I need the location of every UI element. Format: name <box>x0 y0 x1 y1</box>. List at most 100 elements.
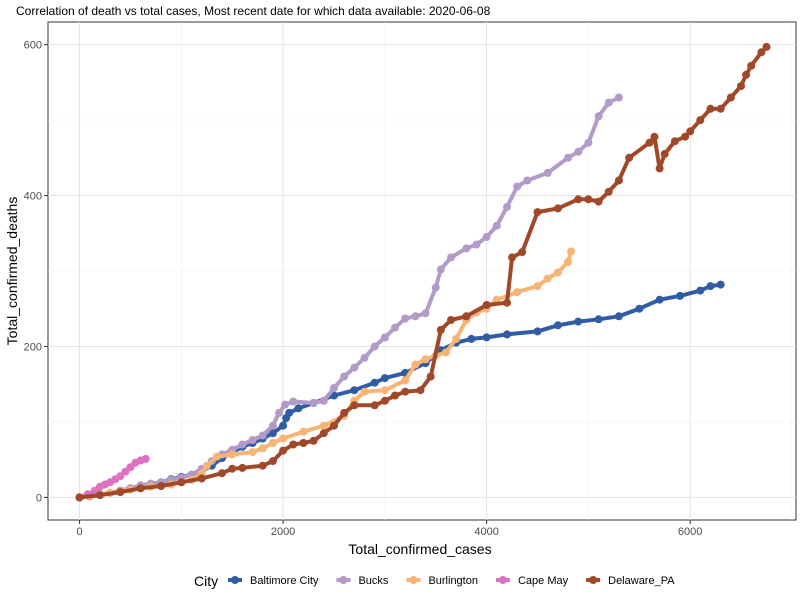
data-point-delaware-pa <box>518 248 527 257</box>
data-point-burlington <box>553 268 562 277</box>
data-point-delaware-pa <box>670 137 679 146</box>
data-point-burlington <box>411 360 420 369</box>
data-point-burlington <box>258 444 267 453</box>
data-point-bucks <box>289 397 298 406</box>
data-point-bucks <box>431 283 440 292</box>
data-point-delaware-pa <box>391 391 399 400</box>
data-point-baltimore-city <box>370 378 379 387</box>
data-point-bucks <box>238 440 247 449</box>
data-point-delaware-pa <box>279 446 288 455</box>
data-point-burlington <box>228 450 237 459</box>
data-point-delaware-pa <box>447 316 455 324</box>
data-point-delaware-pa <box>696 116 705 125</box>
data-point-delaware-pa <box>228 464 237 473</box>
data-point-delaware-pa <box>625 153 634 162</box>
data-point-delaware-pa <box>258 461 267 470</box>
data-point-delaware-pa <box>330 421 338 430</box>
data-point-bucks <box>401 314 410 323</box>
data-point-delaware-pa <box>533 208 542 217</box>
data-point-delaware-pa <box>604 187 613 196</box>
x-axis-title: Total_confirmed_cases <box>348 541 491 557</box>
data-point-burlington <box>533 282 542 291</box>
data-point-delaware-pa <box>508 253 517 262</box>
data-point-burlington <box>212 452 221 461</box>
data-point-baltimore-city <box>380 374 389 383</box>
data-point-delaware-pa <box>380 396 389 405</box>
data-point-bucks <box>472 240 481 249</box>
y-axis-ticks: 0 200 400 600 <box>24 40 48 504</box>
data-point-baltimore-city <box>676 291 684 300</box>
data-point-baltimore-city <box>574 317 583 326</box>
data-point-baltimore-city <box>503 330 511 339</box>
data-point-delaware-pa <box>482 301 491 309</box>
data-point-bucks <box>258 431 267 440</box>
data-point-baltimore-city <box>350 386 359 395</box>
data-point-delaware-pa <box>594 197 603 206</box>
data-point-delaware-pa <box>340 408 349 417</box>
legend-key-point <box>231 576 239 584</box>
legend-title: City <box>194 573 218 589</box>
grid-lines <box>48 22 796 520</box>
x-tick-label: 0 <box>76 526 82 538</box>
series-layer <box>75 42 771 502</box>
data-point-bucks <box>513 182 522 191</box>
data-point-burlington <box>513 288 522 297</box>
data-point-baltimore-city <box>482 333 491 342</box>
data-point-delaware-pa <box>737 82 745 91</box>
data-point-delaware-pa <box>660 150 669 158</box>
data-point-bucks <box>574 147 583 156</box>
data-point-bucks <box>340 372 349 381</box>
data-point-delaware-pa <box>726 93 735 102</box>
data-point-baltimore-city <box>706 282 715 291</box>
data-point-baltimore-city <box>279 421 288 430</box>
data-point-bucks <box>462 244 471 253</box>
data-point-delaware-pa <box>197 474 206 483</box>
data-point-baltimore-city <box>655 295 664 304</box>
data-point-delaware-pa <box>436 325 445 334</box>
data-point-delaware-pa <box>95 491 104 500</box>
legend: City Baltimore City Bucks Burlington Cape M… <box>194 573 675 589</box>
data-point-bucks <box>564 153 572 162</box>
data-point-cape-may <box>141 454 150 463</box>
data-point-bucks <box>503 202 511 211</box>
data-point-delaware-pa <box>136 484 145 493</box>
legend-key-point <box>339 576 348 584</box>
legend-item-cape-may: Cape May <box>495 575 569 587</box>
data-point-delaware-pa <box>218 469 226 478</box>
data-point-bucks <box>330 384 338 392</box>
data-point-bucks <box>421 309 430 318</box>
data-point-bucks <box>614 93 623 102</box>
data-point-delaware-pa <box>350 401 359 410</box>
data-point-bucks <box>275 408 283 417</box>
legend-label: Burlington <box>428 575 478 587</box>
y-tick-label: 0 <box>36 492 42 504</box>
data-point-delaware-pa <box>655 164 664 173</box>
data-point-baltimore-city <box>635 304 644 313</box>
data-point-baltimore-city <box>553 321 562 330</box>
data-point-burlington <box>564 257 572 266</box>
y-tick-label: 600 <box>24 40 42 52</box>
data-point-bucks <box>350 363 359 372</box>
data-point-bucks <box>482 233 491 241</box>
legend-label: Baltimore City <box>250 575 319 587</box>
data-point-delaware-pa <box>614 176 623 185</box>
data-point-burlington <box>452 334 461 343</box>
data-point-baltimore-city <box>467 334 476 343</box>
data-point-bucks <box>268 421 277 430</box>
data-point-bucks <box>447 253 455 262</box>
data-point-delaware-pa <box>681 132 690 141</box>
data-point-delaware-pa <box>742 70 751 79</box>
data-point-delaware-pa <box>747 61 756 70</box>
data-point-delaware-pa <box>426 372 435 381</box>
data-point-bucks <box>319 396 328 405</box>
data-point-bucks <box>436 265 445 274</box>
data-point-delaware-pa <box>553 204 562 213</box>
data-point-burlington <box>279 434 288 443</box>
data-point-delaware-pa <box>462 312 471 321</box>
data-point-bucks <box>370 342 379 351</box>
data-point-bucks <box>248 436 257 444</box>
data-point-baltimore-city <box>696 286 705 295</box>
data-point-burlington <box>421 355 430 364</box>
data-point-bucks <box>391 323 399 332</box>
data-point-bucks <box>281 400 290 409</box>
